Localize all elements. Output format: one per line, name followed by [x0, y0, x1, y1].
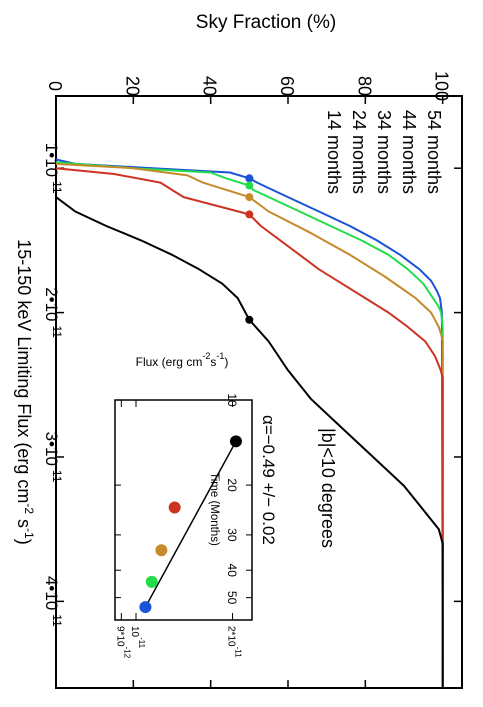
- y-axis-title: Sky Fraction (%): [196, 12, 336, 33]
- legend-entry: 44 months: [399, 110, 419, 194]
- x-axis-title: 15-150 keV Limiting Flux (erg cm-2 s-1): [14, 239, 36, 544]
- inset-frame: [114, 399, 253, 621]
- plot-frame: [55, 95, 463, 689]
- curve-marker: [245, 181, 254, 190]
- y-tick-label: 20: [122, 76, 142, 96]
- inset-x-axis-title: Time (Months): [208, 472, 220, 546]
- legend-entry: 24 months: [349, 110, 369, 194]
- y-tick-label: 60: [277, 76, 297, 96]
- legend-entry: 14 months: [324, 110, 344, 194]
- inset-x-tick-label: 50: [225, 591, 239, 605]
- inset-y-tick-label: 10-11: [129, 626, 146, 649]
- x-tick-label: 4•10-11: [42, 576, 64, 627]
- inset-x-tick-label: 40: [225, 564, 239, 578]
- inset-point: [168, 501, 181, 514]
- curve-34-months: [55, 162, 444, 688]
- inset-x-tick-label: 20: [225, 478, 239, 492]
- legend-entry: 54 months: [424, 110, 444, 194]
- inset-point: [229, 435, 242, 448]
- y-tick-label: 40: [200, 76, 220, 96]
- curve-marker: [245, 315, 254, 324]
- sky-region-label: |b|<10 degrees: [318, 428, 338, 548]
- inset-x-tick-label: 10: [225, 393, 239, 407]
- inset-point: [139, 601, 152, 614]
- inset-y-tick-label: 9*10-12: [114, 626, 131, 659]
- y-tick-label: 100: [432, 71, 452, 101]
- inset-slope-label: α=−0.49 +/− 0.02: [259, 415, 278, 545]
- inset-fit-line: [144, 440, 237, 608]
- inset-x-tick-label: 30: [225, 528, 239, 542]
- curve-marker: [245, 193, 254, 202]
- x-tick-label: 3•10-11: [42, 432, 64, 483]
- y-tick-label: 80: [354, 76, 374, 96]
- curve-14-months: [55, 196, 444, 688]
- curve-marker: [245, 174, 254, 183]
- x-tick-label: 2•10-11: [42, 287, 64, 338]
- inset-y-tick-label: 2*10-11: [226, 626, 243, 658]
- curve-24-months: [55, 167, 444, 688]
- legend-entry: 34 months: [374, 110, 394, 194]
- curve-54-months: [55, 158, 444, 689]
- curve-marker: [245, 210, 254, 219]
- y-tick-label: 0: [45, 81, 65, 91]
- inset-point: [155, 544, 168, 557]
- curve-44-months: [55, 161, 444, 688]
- inset-point: [145, 575, 158, 588]
- inset-y-axis-title: Flux (erg cm-2s-1): [136, 351, 229, 369]
